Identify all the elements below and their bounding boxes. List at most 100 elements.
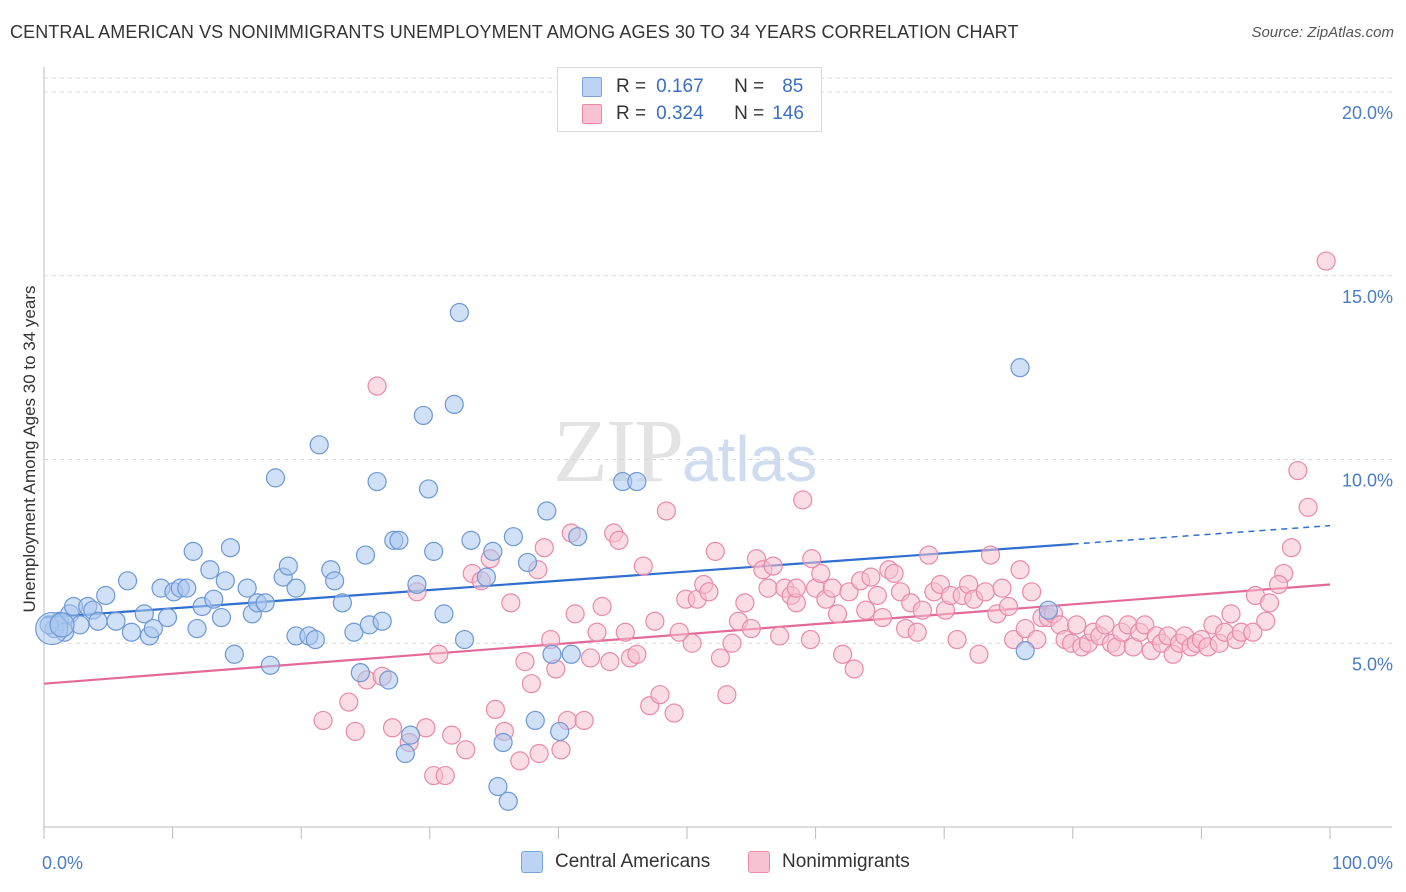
source-label: Source: ZipAtlas.com [1251, 24, 1394, 41]
bottom-legend-nonimm-label: Nonimmigrants [782, 851, 910, 872]
point-central-americans [204, 589, 224, 609]
trend-line-central-americans-extension [1072, 524, 1331, 545]
point-central-americans [200, 560, 220, 580]
point-nonimmigrants [980, 545, 1001, 565]
y-tick-label: 5.0% [1352, 654, 1393, 674]
point-nonimmigrants [827, 604, 848, 624]
point-central-americans [309, 435, 329, 455]
data-points [35, 251, 1336, 811]
point-nonimmigrants [587, 622, 607, 642]
point-central-americans [134, 604, 154, 624]
point-central-americans [211, 607, 232, 628]
y-tick-label: 20.0% [1342, 103, 1393, 123]
legend-swatch-pink [582, 104, 602, 124]
point-nonimmigrants [367, 376, 387, 396]
point-nonimmigrants [822, 578, 842, 598]
point-nonimmigrants [699, 582, 719, 602]
point-nonimmigrants [565, 604, 585, 624]
point-central-americans [350, 663, 370, 683]
point-central-americans [517, 552, 538, 573]
point-nonimmigrants [515, 652, 535, 672]
point-nonimmigrants [609, 530, 629, 550]
legend-r-value: 0.167 [656, 76, 704, 97]
point-nonimmigrants [907, 622, 927, 642]
point-nonimmigrants [811, 563, 831, 584]
legend-r-label: R = [616, 103, 647, 124]
point-nonimmigrants [435, 765, 455, 786]
point-central-americans [220, 538, 241, 558]
point-central-americans [424, 541, 444, 561]
point-central-americans [454, 629, 475, 650]
bottom-legend-swatch-blue [521, 851, 543, 873]
point-central-americans [157, 607, 178, 628]
watermark-atlas: atlas [682, 423, 818, 495]
x-tick-label: 0.0% [42, 853, 83, 873]
point-nonimmigrants [884, 563, 904, 584]
point-central-americans [344, 622, 364, 642]
point-nonimmigrants [456, 740, 476, 760]
point-central-americans [215, 571, 235, 591]
axes [43, 67, 1392, 839]
point-nonimmigrants [345, 721, 365, 742]
point-nonimmigrants [656, 501, 677, 521]
point-central-americans [1010, 358, 1030, 378]
point-nonimmigrants [833, 644, 853, 664]
point-nonimmigrants [722, 633, 742, 653]
point-central-americans [627, 471, 647, 492]
point-nonimmigrants [627, 644, 647, 664]
point-central-americans [177, 578, 197, 598]
point-central-americans [237, 578, 257, 598]
point-nonimmigrants [615, 622, 635, 642]
point-central-americans [413, 405, 433, 426]
point-nonimmigrants [592, 596, 612, 617]
point-nonimmigrants [969, 644, 989, 664]
point-nonimmigrants [429, 644, 449, 664]
point-nonimmigrants [717, 685, 737, 705]
point-nonimmigrants [1259, 593, 1280, 613]
point-nonimmigrants [710, 648, 731, 668]
legend-swatch-blue [582, 77, 602, 97]
point-nonimmigrants [645, 611, 665, 631]
bottom-legend-swatch-pink [748, 851, 770, 873]
point-central-americans [488, 776, 508, 797]
point-nonimmigrants [485, 699, 505, 720]
point-central-americans [483, 541, 503, 561]
point-nonimmigrants [1281, 538, 1302, 558]
point-nonimmigrants [1095, 615, 1115, 635]
point-nonimmigrants [763, 556, 783, 576]
tick-labels: 5.0% 10.0% 15.0% 20.0% 0.0% 100.0% Unemploymen… [20, 103, 1393, 873]
point-nonimmigrants [633, 556, 653, 576]
point-nonimmigrants [313, 710, 333, 731]
point-nonimmigrants [580, 648, 601, 668]
point-nonimmigrants [551, 740, 571, 760]
point-central-americans [418, 479, 439, 499]
point-nonimmigrants [650, 685, 670, 705]
legend-n-value: 146 [772, 103, 804, 124]
point-nonimmigrants [1010, 560, 1030, 580]
point-central-americans [96, 585, 116, 606]
point-central-americans [407, 574, 427, 595]
point-nonimmigrants [839, 582, 859, 602]
x-tick-label: 100.0% [1332, 853, 1393, 873]
point-nonimmigrants [416, 718, 436, 738]
point-central-americans [367, 471, 387, 492]
point-central-americans [332, 593, 352, 613]
point-nonimmigrants [705, 541, 725, 561]
legend-r-value: 0.324 [656, 103, 704, 124]
point-nonimmigrants [1243, 622, 1263, 642]
legend-r-label: R = [616, 76, 647, 97]
point-nonimmigrants [682, 633, 702, 653]
point-nonimmigrants [501, 593, 521, 613]
point-central-americans [187, 618, 207, 639]
point-nonimmigrants [442, 725, 462, 745]
point-nonimmigrants [1316, 251, 1336, 271]
point-central-americans [400, 725, 421, 745]
point-nonimmigrants [1015, 618, 1035, 639]
point-central-americans [434, 604, 454, 624]
point-nonimmigrants [1298, 497, 1318, 517]
point-nonimmigrants [1256, 611, 1276, 631]
point-nonimmigrants [919, 545, 939, 565]
point-central-americans [493, 732, 513, 753]
point-central-americans [372, 611, 392, 631]
point-central-americans [1038, 600, 1058, 620]
